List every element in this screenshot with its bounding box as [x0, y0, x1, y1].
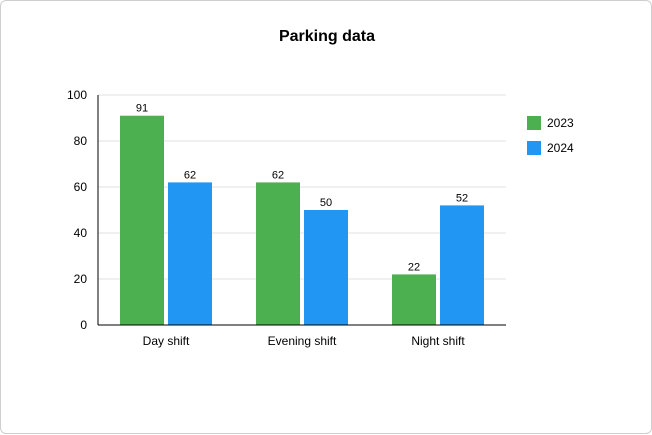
x-axis-ticks: Day shift Evening shift Night shift: [143, 334, 466, 348]
chart-title: Parking data: [279, 28, 375, 45]
bar: [392, 274, 436, 325]
bar: [440, 205, 484, 325]
y-tick-label: 40: [74, 226, 88, 240]
data-label: 22: [408, 261, 420, 273]
x-tick-label: Night shift: [411, 334, 465, 348]
axes: [97, 95, 506, 326]
y-axis-ticks: 0 20 40 60 80 100: [67, 88, 87, 332]
legend: 2023 2024: [527, 116, 574, 155]
data-label: 50: [320, 197, 332, 209]
legend-swatch: [527, 141, 541, 155]
bar: [168, 182, 212, 325]
y-tick-label: 100: [67, 88, 87, 102]
y-tick-label: 0: [80, 318, 87, 332]
y-tick-label: 80: [74, 134, 88, 148]
y-tick-label: 60: [74, 180, 88, 194]
bar: [304, 210, 348, 325]
bar: [120, 115, 164, 325]
grid-lines: [98, 94, 506, 280]
data-label: 62: [272, 169, 284, 181]
x-tick-label: Day shift: [143, 334, 190, 348]
legend-label: 2023: [547, 116, 574, 130]
data-label: 62: [184, 169, 196, 181]
bars: 91 62 62 50 22 52: [120, 103, 484, 325]
data-label: 52: [456, 192, 468, 204]
data-label: 91: [136, 103, 148, 115]
y-tick-label: 20: [74, 272, 88, 286]
bar: [256, 182, 300, 325]
legend-label: 2024: [547, 141, 574, 155]
x-tick-label: Evening shift: [268, 334, 337, 348]
legend-swatch: [527, 116, 541, 130]
